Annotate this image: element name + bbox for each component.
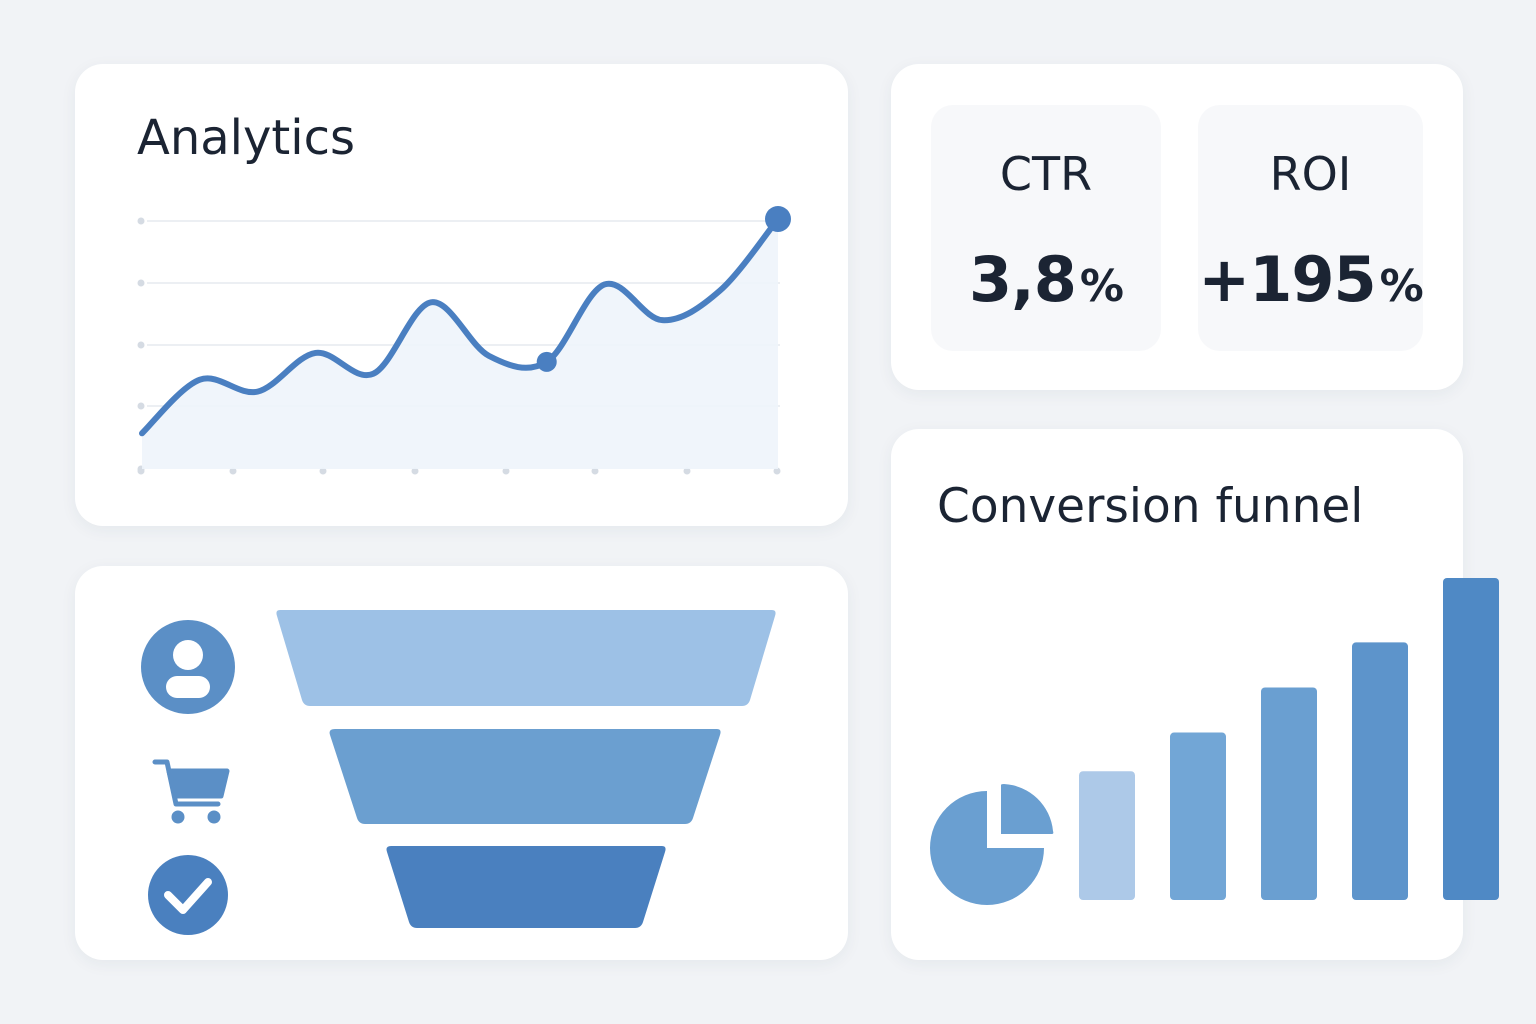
kpi-value-ctr: 3,8% (931, 243, 1161, 316)
conversion-bar (1170, 732, 1226, 900)
funnel-graphic (141, 610, 776, 935)
funnel-card (75, 566, 848, 960)
x-tick-dot (319, 467, 327, 475)
conversion-bar (1443, 578, 1499, 900)
line-area (142, 218, 778, 469)
conversion-bar (1079, 771, 1135, 900)
pie-chart-icon (930, 784, 1054, 905)
conversion-bar (1352, 642, 1408, 900)
x-tick-dot (773, 467, 781, 475)
y-tick-dot (137, 217, 145, 225)
kpi-number-roi: +195 (1198, 243, 1376, 316)
funnel-stage-1 (276, 610, 776, 706)
kpi-unit-roi: % (1379, 261, 1424, 312)
kpi-tile-ctr: CTR 3,8% (931, 105, 1161, 351)
y-tick-dot (137, 341, 145, 349)
kpi-number-ctr: 3,8 (969, 243, 1077, 316)
x-tick-dot (229, 467, 237, 475)
check-icon (148, 855, 228, 935)
y-tick-dot (137, 279, 145, 287)
conversion-bar-chart (930, 578, 1499, 905)
kpi-tile-roi: ROI +195% (1198, 105, 1424, 351)
conversion-bar (1261, 687, 1317, 900)
kpi-card: CTR 3,8% ROI +195% (891, 64, 1463, 390)
x-tick-dot (411, 467, 419, 475)
funnel-stage-2 (329, 729, 721, 824)
x-tick-dot (683, 467, 691, 475)
line-series (139, 215, 781, 437)
data-point (765, 205, 791, 232)
user-icon (141, 620, 235, 714)
conversion-card: Conversion funnel (891, 429, 1499, 960)
conversion-title: Conversion funnel (937, 479, 1364, 534)
x-tick-dot (502, 467, 510, 475)
data-point (536, 351, 557, 372)
analytics-line-chart (137, 205, 791, 475)
kpi-label-ctr: CTR (999, 147, 1093, 201)
funnel-stage-3 (386, 846, 666, 928)
kpi-value-roi: +195% (1198, 243, 1423, 316)
cart-icon (152, 759, 230, 824)
analytics-title: Analytics (137, 110, 355, 166)
x-tick-dot (137, 467, 145, 475)
y-tick-dot (137, 402, 145, 410)
x-tick-dot (591, 467, 599, 475)
analytics-card: Analytics (75, 64, 848, 526)
kpi-unit-ctr: % (1079, 261, 1124, 312)
kpi-label-roi: ROI (1269, 147, 1352, 201)
